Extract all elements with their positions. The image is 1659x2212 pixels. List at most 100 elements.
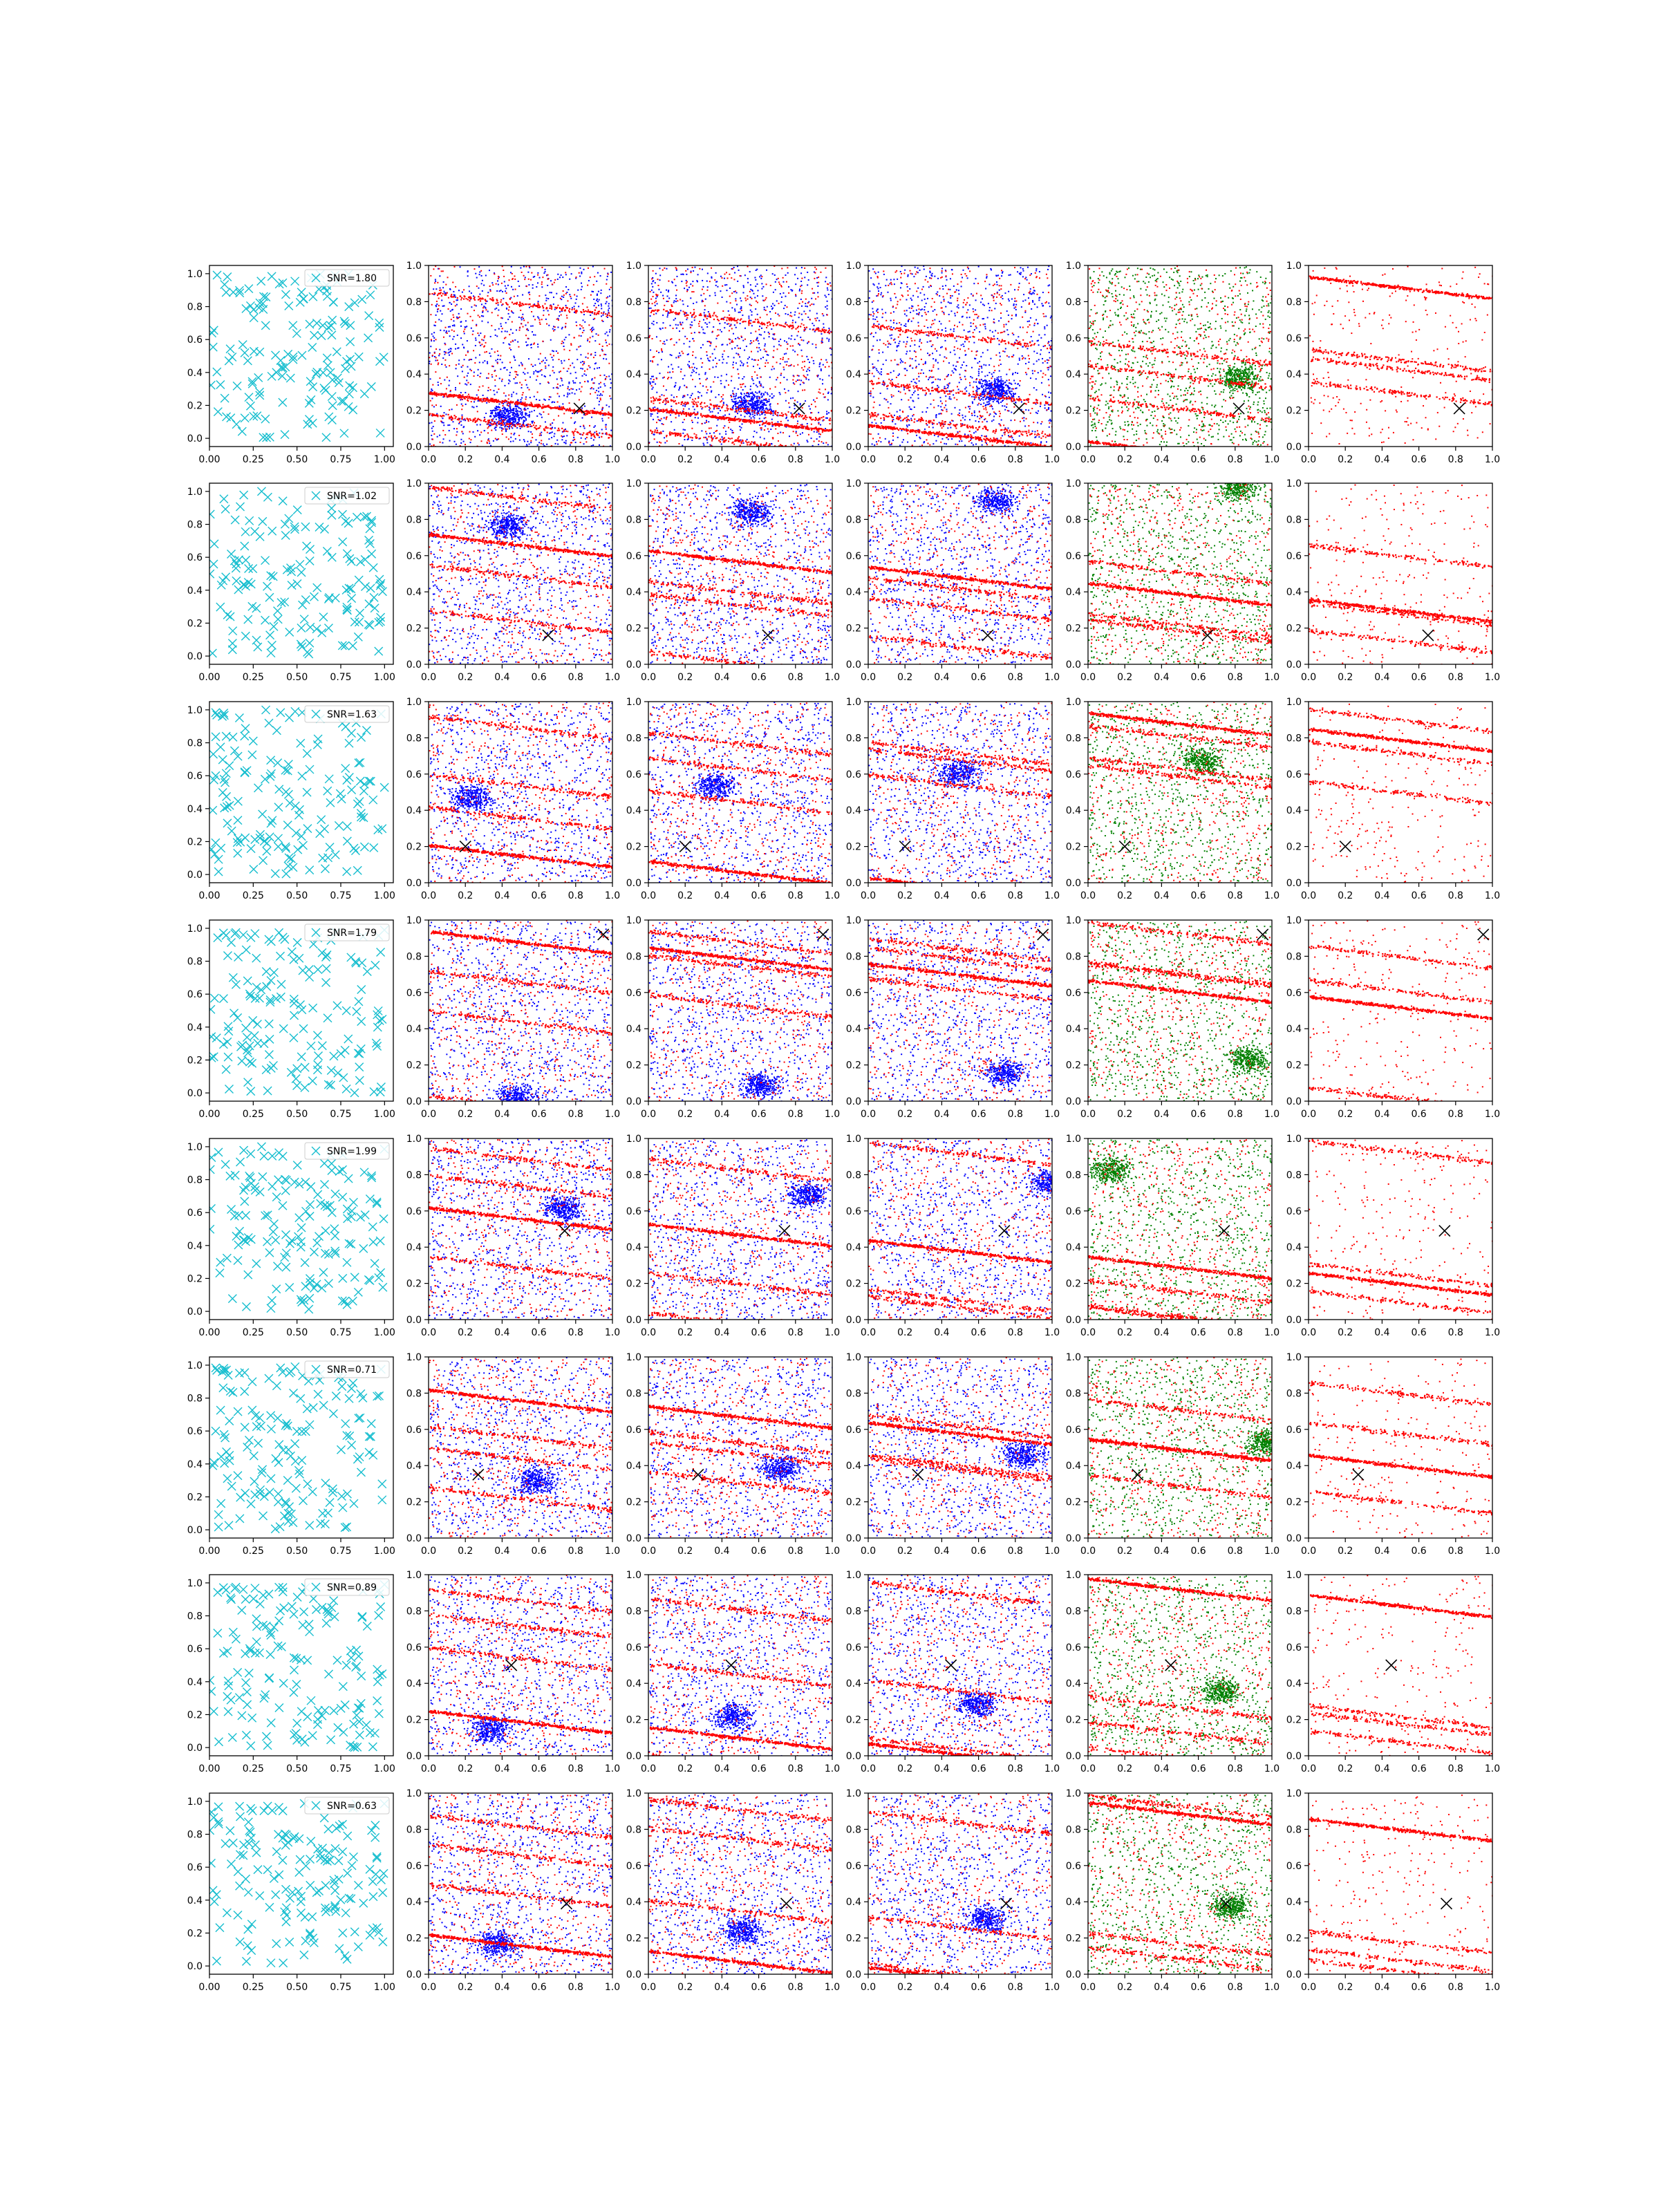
data-point [498, 413, 500, 415]
data-point [654, 433, 655, 435]
data-point [803, 382, 804, 383]
data-point [798, 312, 800, 314]
data-point [740, 306, 742, 308]
data-point [659, 268, 660, 269]
x-tick-label: 0.75 [330, 454, 351, 465]
data-point [477, 411, 478, 412]
data-point [775, 312, 776, 314]
data-point [780, 382, 781, 384]
data-point [507, 414, 509, 415]
data-point [821, 333, 822, 335]
data-point [473, 406, 474, 408]
data-point [471, 328, 472, 329]
data-point [551, 357, 552, 358]
data-point [466, 326, 467, 327]
data-point [517, 415, 518, 416]
data-point [439, 290, 440, 291]
data-point [740, 444, 741, 446]
data-point [675, 301, 677, 302]
data-point [594, 408, 595, 409]
data-point [765, 310, 767, 311]
data-point [463, 441, 465, 442]
data-point [543, 315, 544, 316]
data-point [515, 455, 516, 456]
data-point [495, 335, 496, 336]
data-point [803, 340, 804, 341]
data-point [803, 375, 805, 376]
data-point [692, 355, 693, 356]
data-point [429, 393, 431, 394]
data-point [449, 351, 450, 353]
data-point [800, 433, 801, 435]
data-point [662, 351, 663, 353]
data-point [731, 438, 733, 439]
data-point [745, 321, 747, 322]
data-point [500, 415, 501, 416]
data-point [543, 310, 545, 311]
data-point [702, 280, 703, 281]
data-point [569, 402, 570, 404]
data-point [472, 330, 474, 332]
data-point [515, 289, 516, 290]
data-point [741, 400, 742, 401]
data-point [447, 377, 448, 378]
data-point [707, 358, 709, 359]
data-point [696, 301, 697, 303]
data-point [774, 368, 775, 369]
data-point [553, 297, 554, 298]
data-point [597, 397, 598, 399]
data-point [561, 461, 562, 462]
data-point [509, 404, 511, 406]
data-point [444, 294, 446, 295]
data-point [526, 329, 527, 330]
data-point [573, 382, 574, 384]
data-point [811, 429, 812, 431]
data-point [572, 433, 574, 434]
data-point [742, 420, 743, 422]
data-point [738, 348, 739, 349]
data-point [732, 401, 733, 402]
data-point [542, 404, 543, 405]
data-point [693, 338, 694, 339]
data-point [498, 388, 499, 390]
data-point [751, 396, 753, 397]
data-point [780, 375, 782, 376]
data-point [521, 399, 522, 400]
data-point [554, 462, 555, 463]
data-point [668, 281, 669, 282]
data-point [460, 266, 461, 268]
data-point [818, 296, 819, 297]
data-point [733, 357, 735, 358]
data-point [608, 418, 609, 419]
data-point [719, 323, 720, 324]
data-point [479, 274, 480, 275]
data-point [798, 375, 800, 377]
data-point [530, 326, 532, 327]
data-point [496, 290, 498, 292]
data-point [747, 366, 749, 367]
data-point [592, 378, 593, 379]
data-point [679, 353, 680, 354]
data-point [735, 353, 737, 354]
data-point [756, 397, 758, 399]
data-point [753, 393, 754, 395]
data-point [522, 303, 523, 304]
data-point [491, 374, 493, 375]
data-point [675, 385, 676, 386]
data-point [476, 285, 478, 287]
data-point [432, 431, 433, 432]
data-point [808, 341, 809, 342]
data-point [597, 301, 599, 302]
data-point [523, 266, 525, 268]
data-point [529, 416, 530, 418]
data-point [482, 400, 484, 402]
data-point [514, 339, 516, 341]
data-point [499, 409, 500, 411]
data-point [474, 268, 475, 270]
data-point [440, 288, 441, 289]
data-point [762, 357, 764, 358]
data-point [597, 299, 598, 300]
y-tick-label: 0.4 [406, 369, 422, 380]
data-point [828, 366, 830, 367]
data-point [694, 367, 695, 368]
